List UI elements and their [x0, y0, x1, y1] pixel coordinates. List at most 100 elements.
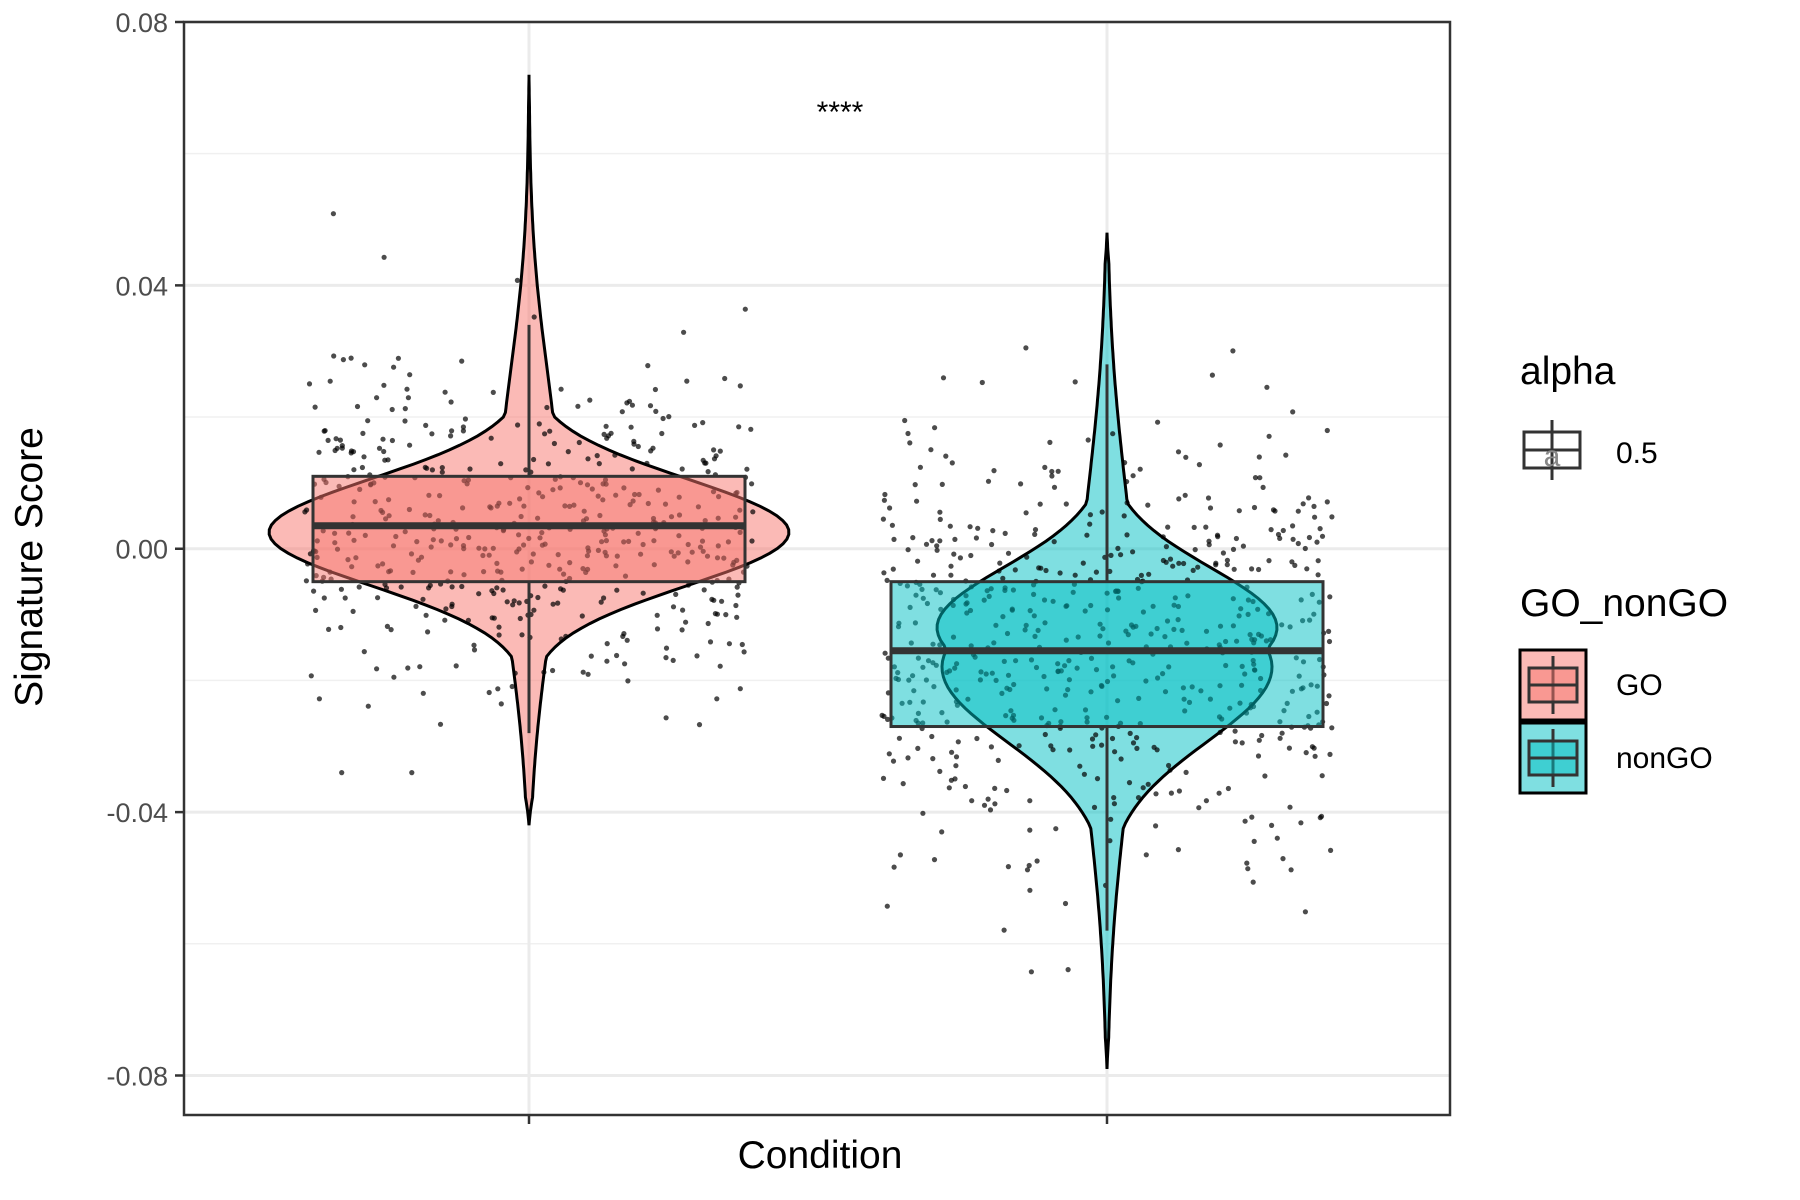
data-point: [460, 428, 466, 434]
data-point: [905, 755, 911, 761]
data-point: [1108, 816, 1114, 822]
data-point: [1032, 531, 1038, 538]
data-point: [303, 578, 309, 584]
data-point: [1057, 570, 1063, 576]
data-point: [957, 555, 964, 561]
data-point: [326, 626, 332, 633]
y-tick-label: -0.08: [106, 1061, 168, 1091]
data-point: [939, 829, 945, 835]
data-point: [542, 583, 548, 589]
data-point: [897, 852, 904, 858]
data-point: [604, 435, 610, 441]
data-point: [1175, 449, 1182, 455]
data-point: [1062, 900, 1069, 907]
data-point: [1251, 504, 1258, 511]
data-point: [388, 627, 394, 633]
data-point: [1329, 514, 1335, 520]
data-point: [1318, 813, 1325, 820]
data-point: [932, 425, 938, 431]
data-point: [1153, 791, 1159, 797]
data-point: [596, 461, 602, 467]
data-point: [1255, 753, 1262, 759]
data-point: [1085, 437, 1091, 443]
data-point: [1283, 452, 1289, 458]
data-point: [955, 739, 961, 745]
data-point: [1302, 909, 1308, 915]
data-point: [365, 418, 371, 424]
data-point: [1315, 558, 1321, 564]
data-point: [1028, 969, 1034, 975]
data-point: [331, 353, 337, 359]
legend-fill-title: GO_nonGO: [1520, 582, 1728, 625]
data-point: [380, 436, 386, 442]
data-point: [1300, 501, 1306, 507]
data-point: [1124, 532, 1130, 538]
data-point: [750, 509, 756, 515]
data-point: [453, 663, 459, 669]
data-point: [1042, 731, 1048, 738]
data-point: [339, 445, 345, 451]
data-point: [322, 428, 328, 434]
data-point: [1311, 503, 1317, 509]
data-point: [1195, 564, 1201, 570]
data-point: [1087, 512, 1093, 518]
data-point: [389, 437, 395, 444]
data-point: [890, 566, 896, 572]
legend-key-go: [1518, 648, 1588, 722]
data-point: [362, 362, 368, 368]
data-point: [1122, 460, 1128, 466]
data-point: [1326, 693, 1332, 699]
data-point: [886, 751, 892, 757]
data-point: [1023, 345, 1029, 351]
data-point: [340, 357, 346, 363]
data-point: [542, 431, 548, 437]
data-point: [719, 598, 725, 604]
data-point: [1065, 967, 1071, 973]
data-point: [544, 404, 550, 411]
data-point: [1108, 552, 1114, 559]
data-point: [442, 617, 448, 623]
data-point: [1231, 566, 1237, 572]
data-point: [1214, 532, 1221, 538]
data-point: [917, 464, 924, 470]
data-point: [598, 599, 604, 605]
legend-alpha-value: 0.5: [1616, 437, 1658, 470]
data-point: [1290, 409, 1296, 415]
data-point: [442, 389, 448, 395]
data-point: [459, 583, 465, 590]
data-point: [1167, 767, 1173, 773]
data-point: [361, 454, 367, 460]
data-point: [1024, 554, 1030, 560]
data-point: [629, 402, 636, 408]
data-point: [1256, 454, 1262, 460]
data-point: [1288, 867, 1294, 873]
data-point: [737, 686, 743, 692]
data-point: [1196, 462, 1202, 468]
data-point: [1042, 464, 1048, 470]
data-point: [510, 602, 516, 608]
data-point: [1279, 730, 1285, 736]
data-point: [348, 355, 354, 361]
data-point: [563, 633, 569, 639]
data-point: [515, 422, 521, 428]
data-point: [1224, 562, 1230, 568]
data-point: [1024, 867, 1031, 873]
data-point: [1319, 773, 1325, 779]
data-point: [509, 683, 515, 690]
data-point: [947, 523, 953, 529]
data-point: [988, 744, 995, 750]
data-point: [937, 509, 943, 515]
data-point: [653, 408, 659, 414]
data-point: [1118, 756, 1124, 762]
data-point: [734, 614, 740, 620]
data-point: [1038, 565, 1044, 571]
data-point: [575, 403, 581, 409]
data-point: [376, 445, 383, 451]
data-point: [545, 461, 552, 467]
data-point: [423, 422, 429, 428]
data-point: [402, 418, 408, 424]
data-point: [652, 386, 659, 393]
data-point: [679, 466, 685, 472]
data-point: [1217, 729, 1223, 736]
data-point: [1239, 740, 1245, 746]
